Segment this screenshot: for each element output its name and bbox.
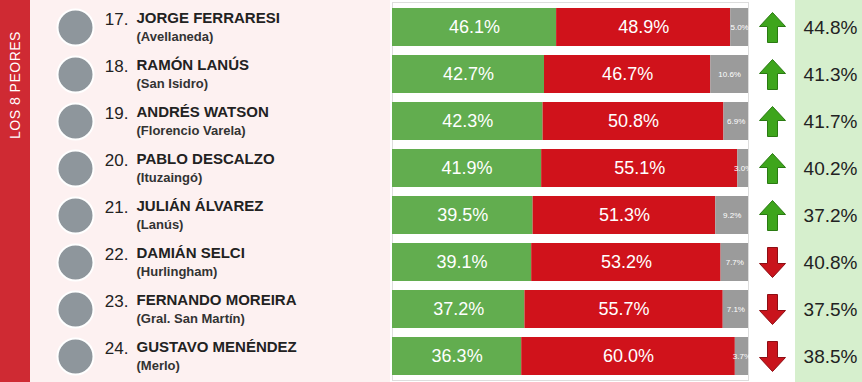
svg-text:39.5%: 39.5% xyxy=(437,205,488,225)
svg-text:10.6%: 10.6% xyxy=(718,70,741,79)
svg-text:(Florencio Varela): (Florencio Varela) xyxy=(137,123,246,138)
svg-text:(Hurlingham): (Hurlingham) xyxy=(137,264,218,279)
svg-text:39.1%: 39.1% xyxy=(437,252,488,272)
svg-text:DAMIÁN SELCI: DAMIÁN SELCI xyxy=(137,244,245,261)
svg-text:7.1%: 7.1% xyxy=(727,305,745,314)
svg-text:37.2%: 37.2% xyxy=(433,299,484,319)
svg-text:JULIÁN ÁLVAREZ: JULIÁN ÁLVAREZ xyxy=(137,197,264,214)
svg-text:55.1%: 55.1% xyxy=(614,158,665,178)
svg-text:5.0%: 5.0% xyxy=(730,23,748,32)
svg-text:(Merlo): (Merlo) xyxy=(137,358,180,373)
svg-text:38.5%: 38.5% xyxy=(804,346,858,367)
svg-text:40.2%: 40.2% xyxy=(804,158,858,179)
svg-text:9.2%: 9.2% xyxy=(723,211,741,220)
svg-text:51.3%: 51.3% xyxy=(599,205,650,225)
svg-text:(Gral. San Martín): (Gral. San Martín) xyxy=(137,311,245,326)
svg-text:50.8%: 50.8% xyxy=(608,111,659,131)
svg-text:41.9%: 41.9% xyxy=(442,158,493,178)
svg-text:RAMÓN LANÚS: RAMÓN LANÚS xyxy=(137,56,250,73)
svg-text:18.: 18. xyxy=(105,57,129,76)
svg-text:20.: 20. xyxy=(105,151,129,170)
svg-text:JORGE FERRARESI: JORGE FERRARESI xyxy=(137,9,280,26)
svg-text:FERNANDO MOREIRA: FERNANDO MOREIRA xyxy=(137,291,297,308)
html-text:LOS 8 PEORES: LOS 8 PEORES xyxy=(7,31,23,139)
svg-text:37.2%: 37.2% xyxy=(804,205,858,226)
svg-text:6.9%: 6.9% xyxy=(727,117,745,126)
svg-text:21.: 21. xyxy=(105,198,129,217)
svg-text:42.7%: 42.7% xyxy=(443,64,494,84)
svg-text:41.3%: 41.3% xyxy=(804,64,858,85)
svg-text:3.7%: 3.7% xyxy=(733,352,751,361)
svg-text:46.1%: 46.1% xyxy=(449,17,500,37)
svg-text:44.8%: 44.8% xyxy=(804,17,858,38)
svg-text:19.: 19. xyxy=(105,104,129,123)
svg-text:17.: 17. xyxy=(105,10,129,29)
svg-text:24.: 24. xyxy=(105,339,129,358)
svg-text:60.0%: 60.0% xyxy=(603,346,654,366)
svg-text:7.7%: 7.7% xyxy=(726,258,744,267)
svg-text:(Avellaneda): (Avellaneda) xyxy=(137,29,214,44)
svg-text:42.3%: 42.3% xyxy=(442,111,493,131)
svg-text:48.9%: 48.9% xyxy=(618,17,669,37)
svg-text:41.7%: 41.7% xyxy=(804,111,858,132)
svg-text:(Ituzaingó): (Ituzaingó) xyxy=(137,170,203,185)
svg-text:36.3%: 36.3% xyxy=(432,346,483,366)
svg-text:53.2%: 53.2% xyxy=(601,252,652,272)
svg-text:46.7%: 46.7% xyxy=(602,64,653,84)
svg-text:(Lanús): (Lanús) xyxy=(137,217,184,232)
svg-text:55.7%: 55.7% xyxy=(599,299,650,319)
svg-text:37.5%: 37.5% xyxy=(804,299,858,320)
svg-text:22.: 22. xyxy=(105,245,129,264)
svg-text:40.8%: 40.8% xyxy=(804,252,858,273)
svg-text:GUSTAVO MENÉNDEZ: GUSTAVO MENÉNDEZ xyxy=(137,338,297,355)
svg-text:PABLO DESCALZO: PABLO DESCALZO xyxy=(137,150,275,167)
svg-text:(San Isidro): (San Isidro) xyxy=(137,76,209,91)
svg-text:ANDRÉS WATSON: ANDRÉS WATSON xyxy=(137,103,269,120)
svg-text:23.: 23. xyxy=(105,292,129,311)
svg-text:3.0%: 3.0% xyxy=(734,164,752,173)
